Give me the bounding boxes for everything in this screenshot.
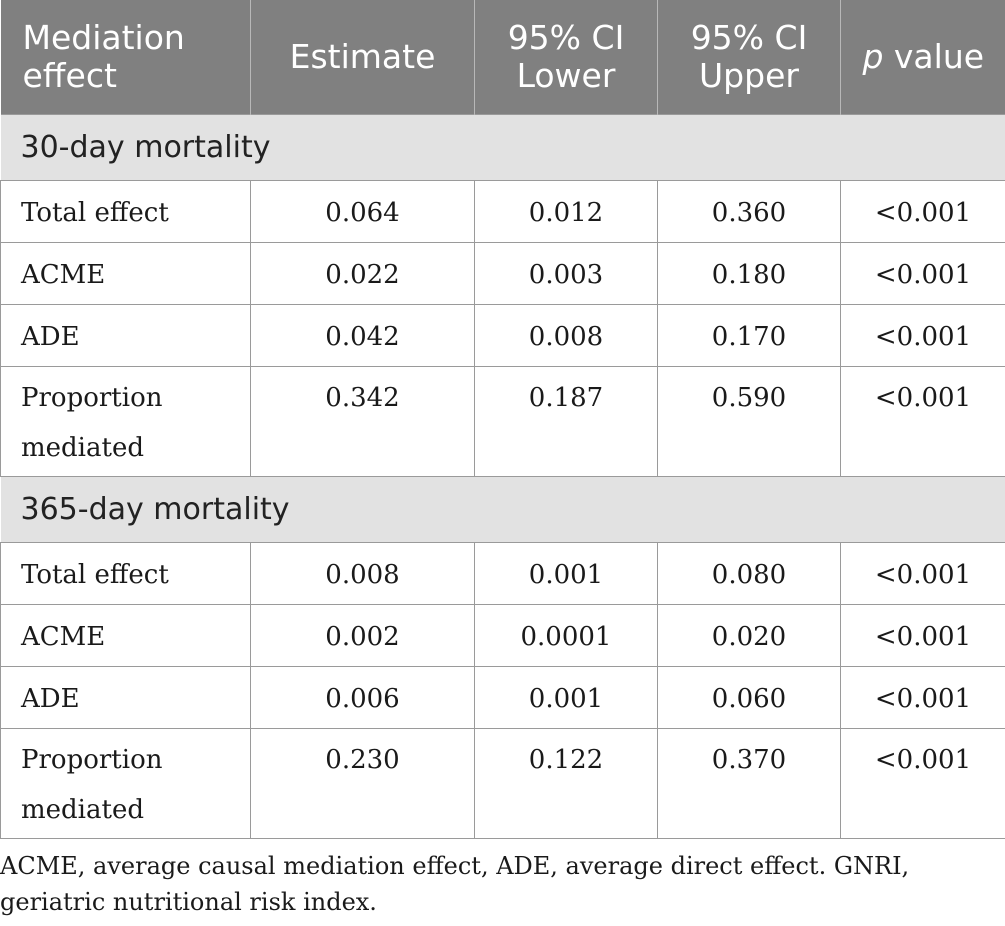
ci-upper-cell: 0.080 bbox=[657, 542, 841, 605]
estimate-cell: 0.042 bbox=[250, 304, 475, 367]
row-label: ACME bbox=[0, 604, 251, 667]
ci-lower-cell: 0.122 bbox=[474, 728, 658, 839]
table-row: ADE 0.006 0.001 0.060 <0.001 bbox=[0, 666, 1005, 729]
estimate-cell: 0.002 bbox=[250, 604, 475, 667]
table-row: Total effect 0.064 0.012 0.360 <0.001 bbox=[0, 180, 1005, 243]
table-footnote: ACME, average causal mediation effect, A… bbox=[0, 852, 910, 916]
header-p-rest: value bbox=[883, 36, 985, 76]
row-label: Total effect bbox=[0, 180, 251, 243]
ci-upper-cell: 0.370 bbox=[657, 728, 841, 839]
estimate-cell: 0.022 bbox=[250, 242, 475, 305]
header-mediation-effect: Mediation effect bbox=[0, 0, 251, 114]
p-value-cell: <0.001 bbox=[840, 304, 1005, 367]
estimate-cell: 0.230 bbox=[250, 728, 475, 839]
ci-upper-cell: 0.060 bbox=[657, 666, 841, 729]
header-row: Mediation effect Estimate 95% CI Lower 9… bbox=[0, 0, 1005, 114]
ci-upper-cell: 0.020 bbox=[657, 604, 841, 667]
p-value-cell: <0.001 bbox=[840, 542, 1005, 605]
ci-lower-cell: 0.008 bbox=[474, 304, 658, 367]
row-label: ACME bbox=[0, 242, 251, 305]
section-title: 365-day mortality bbox=[0, 475, 1005, 543]
estimate-cell: 0.008 bbox=[250, 542, 475, 605]
ci-upper-cell: 0.360 bbox=[657, 180, 841, 243]
row-label: ADE bbox=[0, 666, 251, 729]
ci-upper-cell: 0.170 bbox=[657, 304, 841, 367]
ci-lower-cell: 0.012 bbox=[474, 180, 658, 243]
ci-lower-cell: 0.187 bbox=[474, 366, 658, 477]
section-row-30-day: 30-day mortality bbox=[0, 113, 1005, 181]
ci-lower-cell: 0.001 bbox=[474, 666, 658, 729]
p-value-cell: <0.001 bbox=[840, 604, 1005, 667]
header-ci-lower: 95% CI Lower bbox=[474, 0, 658, 114]
section-title: 30-day mortality bbox=[0, 113, 1005, 181]
mediation-table: Mediation effect Estimate 95% CI Lower 9… bbox=[0, 0, 1005, 839]
row-label: ADE bbox=[0, 304, 251, 367]
row-label: Proportion mediated bbox=[0, 366, 251, 477]
table-row: Total effect 0.008 0.001 0.080 <0.001 bbox=[0, 542, 1005, 605]
row-label: Proportion mediated bbox=[0, 728, 251, 839]
row-label: Total effect bbox=[0, 542, 251, 605]
section-row-365-day: 365-day mortality bbox=[0, 475, 1005, 543]
estimate-cell: 0.006 bbox=[250, 666, 475, 729]
ci-lower-cell: 0.003 bbox=[474, 242, 658, 305]
p-value-cell: <0.001 bbox=[840, 728, 1005, 839]
estimate-cell: 0.342 bbox=[250, 366, 475, 477]
estimate-cell: 0.064 bbox=[250, 180, 475, 243]
p-value-cell: <0.001 bbox=[840, 180, 1005, 243]
table-row: ACME 0.002 0.0001 0.020 <0.001 bbox=[0, 604, 1005, 667]
p-value-cell: <0.001 bbox=[840, 666, 1005, 729]
ci-lower-cell: 0.0001 bbox=[474, 604, 658, 667]
table-row: Proportion mediated 0.230 0.122 0.370 <0… bbox=[0, 728, 1005, 839]
header-p-italic: p bbox=[862, 36, 884, 76]
header-p-value: p value bbox=[840, 0, 1005, 114]
table-row: Proportion mediated 0.342 0.187 0.590 <0… bbox=[0, 366, 1005, 477]
p-value-cell: <0.001 bbox=[840, 242, 1005, 305]
p-value-cell: <0.001 bbox=[840, 366, 1005, 477]
ci-upper-cell: 0.590 bbox=[657, 366, 841, 477]
ci-lower-cell: 0.001 bbox=[474, 542, 658, 605]
table-header: Mediation effect Estimate 95% CI Lower 9… bbox=[0, 0, 1005, 114]
table-row: ACME 0.022 0.003 0.180 <0.001 bbox=[0, 242, 1005, 305]
header-ci-upper: 95% CI Upper bbox=[657, 0, 841, 114]
table-body: 30-day mortality Total effect 0.064 0.01… bbox=[0, 113, 1005, 839]
table-row: ADE 0.042 0.008 0.170 <0.001 bbox=[0, 304, 1005, 367]
ci-upper-cell: 0.180 bbox=[657, 242, 841, 305]
header-estimate: Estimate bbox=[250, 0, 475, 114]
